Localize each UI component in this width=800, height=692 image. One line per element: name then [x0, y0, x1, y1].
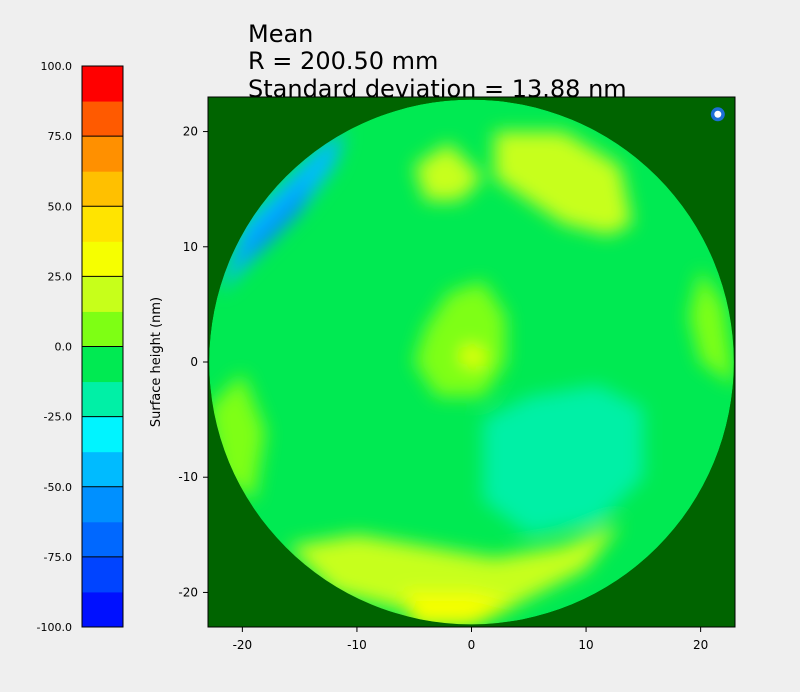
chart-title-line-1: Mean: [248, 20, 313, 48]
colorbar-band: [82, 416, 123, 453]
surface-region-lower-band: [288, 523, 621, 616]
colorbar-band: [82, 381, 123, 418]
colorbar-tick-label: -50.0: [44, 481, 72, 494]
y-tick-label: 10: [183, 240, 198, 254]
marker-icon: [710, 107, 725, 122]
colorbar: [81, 65, 124, 628]
x-tick-label: -20: [233, 638, 253, 652]
colorbar-band: [82, 66, 123, 102]
colorbar-band: [82, 241, 123, 277]
surface-region-upper-left-cyan: [230, 177, 312, 270]
surface-region-bottom-peak: [402, 592, 518, 625]
colorbar-tick-label: -75.0: [44, 551, 72, 564]
y-tick-label: 0: [190, 355, 198, 369]
colorbar-tick-label: 100.0: [41, 60, 73, 73]
colorbar-band: [82, 206, 123, 242]
colorbar-band: [82, 171, 123, 207]
colorbar-tick-label: 25.0: [48, 270, 73, 283]
x-tick-label: 20: [693, 638, 708, 652]
y-axis: -20 -10 0 10 20: [178, 125, 208, 599]
chart-title-line-2: R = 200.50 mm: [248, 47, 438, 75]
surface-region-upper-right-bump: [494, 131, 632, 236]
colorbar-band: [82, 311, 123, 347]
colorbar-band: [82, 276, 123, 312]
colorbar-band: [82, 486, 123, 523]
colorbar-tick-label: 50.0: [48, 200, 73, 213]
colorbar-band: [82, 451, 123, 488]
x-tick-label: 10: [578, 638, 593, 652]
surface-map: [209, 99, 734, 625]
surface-regions: [209, 131, 734, 625]
colorbar-band: [82, 556, 123, 593]
colorbar-ticks: -100.0 -75.0 -50.0 -25.0 0.0 25.0 50.0 75.0 100.…: [37, 60, 123, 634]
surface-region-right-edge: [689, 269, 734, 385]
colorbar-band: [82, 346, 123, 383]
x-tick-label: -10: [347, 638, 367, 652]
colorbar-tick-label: -25.0: [44, 411, 72, 424]
colorbar-tick-label: 75.0: [48, 130, 73, 143]
colorbar-band: [82, 521, 123, 558]
surface-region-lower-right-trough: [483, 385, 644, 535]
colorbar-band: [82, 591, 123, 628]
x-tick-label: 0: [468, 638, 476, 652]
surface-region-center-peak: [460, 344, 483, 368]
y-axis-label: Surface height (nm): [149, 297, 164, 427]
y-tick-label: -20: [178, 585, 198, 599]
y-tick-label: -10: [178, 470, 198, 484]
y-tick-label: 20: [183, 125, 198, 139]
colorbar-band: [82, 101, 123, 137]
colorbar-tick-label: -100.0: [37, 621, 72, 634]
x-axis: -20 -10 0 10 20: [233, 627, 708, 652]
colorbar-band: [82, 136, 123, 172]
colorbar-tick-label: 0.0: [55, 341, 73, 354]
surface-region-upper-middle-bump: [414, 143, 483, 201]
